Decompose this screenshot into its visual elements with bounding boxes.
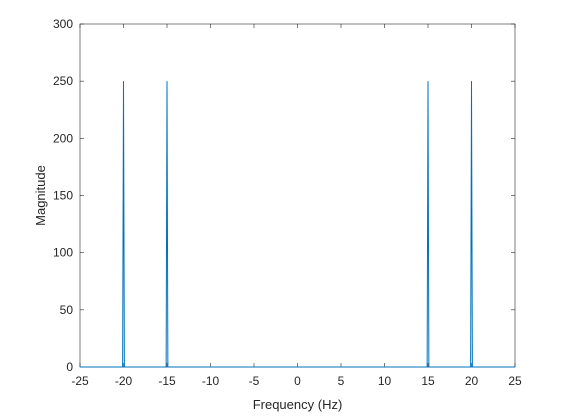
x-tick-label: 25 (508, 374, 522, 388)
x-axis-label: Frequency (Hz) (253, 397, 343, 412)
data-line (80, 81, 515, 368)
y-tick-label: 50 (60, 303, 74, 317)
y-tick-label: 250 (53, 74, 73, 88)
x-tick-label: -25 (71, 374, 89, 388)
x-tick-label: -10 (202, 374, 220, 388)
y-tick-label: 150 (53, 189, 73, 203)
x-tick-label: 10 (378, 374, 392, 388)
x-tick-label: 0 (294, 374, 301, 388)
x-tick-label: 15 (421, 374, 435, 388)
x-tick-label: 20 (465, 374, 479, 388)
y-tick-label: 0 (66, 360, 73, 374)
x-tick-label: 5 (338, 374, 345, 388)
x-tick-label: -20 (115, 374, 133, 388)
y-tick-label: 300 (53, 17, 73, 31)
x-tick-label: -5 (249, 374, 260, 388)
y-tick-label: 100 (53, 246, 73, 260)
y-tick-label: 200 (53, 131, 73, 145)
axes-box (79, 23, 516, 368)
x-tick-label: -15 (158, 374, 176, 388)
y-axis-label: Magnitude (33, 165, 48, 226)
